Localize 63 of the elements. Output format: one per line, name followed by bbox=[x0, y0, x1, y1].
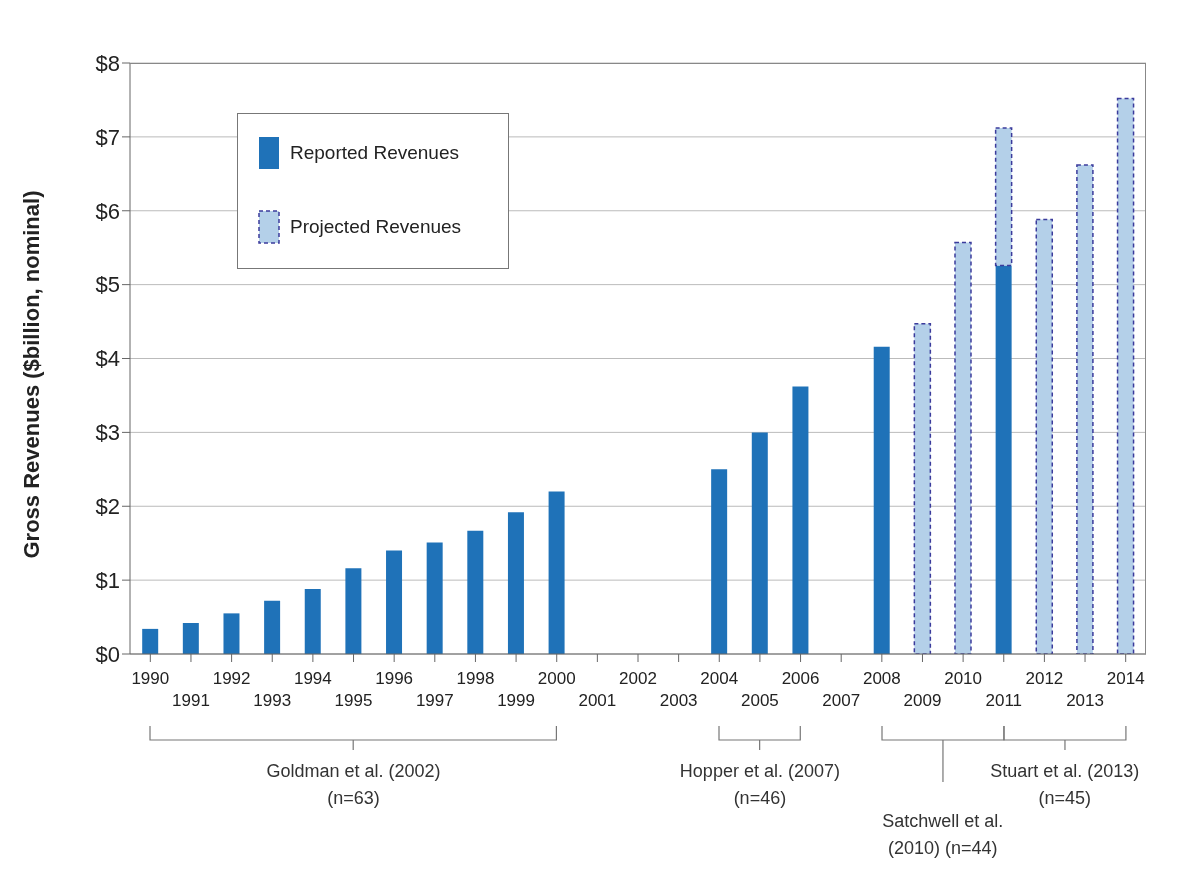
x-tick-label: 2005 bbox=[741, 691, 779, 710]
bar bbox=[345, 568, 362, 654]
x-tick-label: 2003 bbox=[659, 691, 698, 710]
bar bbox=[264, 600, 281, 654]
x-tick-label: 2004 bbox=[700, 669, 739, 688]
text: Goldman et al. (2002) (n=63) bbox=[265, 760, 442, 810]
bar bbox=[954, 241, 972, 654]
bar bbox=[426, 542, 443, 654]
y-tick-label: $4 bbox=[95, 346, 120, 372]
x-tick-label: 1992 bbox=[212, 669, 251, 688]
x-tick-label: 2009 bbox=[903, 691, 942, 710]
bar bbox=[223, 613, 240, 654]
y-tick-label: $8 bbox=[95, 50, 120, 76]
x-tick-label: 1998 bbox=[456, 669, 495, 688]
y-tick-label: $5 bbox=[95, 272, 120, 298]
bar bbox=[1035, 218, 1054, 654]
x-tick-label: 2011 bbox=[985, 691, 1023, 710]
x-tick-label: 1990 bbox=[131, 669, 170, 688]
y-tick-label: $7 bbox=[95, 124, 120, 150]
y-tick-label: $6 bbox=[95, 198, 120, 224]
legend-label: Reported Revenues bbox=[290, 142, 459, 164]
bar bbox=[994, 127, 1013, 267]
x-tick-label: 1999 bbox=[497, 691, 535, 710]
x-tick-label: 2010 bbox=[944, 669, 983, 688]
bar bbox=[751, 432, 768, 654]
x-tick-label: 2013 bbox=[1066, 691, 1104, 710]
x-tick-label: 1997 bbox=[415, 691, 454, 710]
x-tick-label: 2002 bbox=[619, 669, 657, 688]
x-tick-label: 1991 bbox=[172, 691, 210, 710]
x-tick-label: 2008 bbox=[862, 669, 901, 688]
bar bbox=[548, 491, 565, 654]
y-axis-title: Gross Revenues ($billion, nominal) bbox=[18, 190, 44, 559]
text: Satchwell et al. (2010) (n=44) bbox=[881, 810, 1005, 860]
bar bbox=[386, 550, 403, 654]
y-tick-label: $0 bbox=[95, 641, 120, 667]
bar bbox=[873, 346, 890, 654]
bar bbox=[182, 622, 199, 654]
x-tick-label: 1996 bbox=[375, 669, 414, 688]
x-tick-label: 1995 bbox=[334, 691, 373, 710]
y-tick-label: $1 bbox=[95, 567, 120, 593]
x-tick-label: 1993 bbox=[253, 691, 292, 710]
y-tick-label: $3 bbox=[95, 420, 120, 446]
x-tick-label: 2007 bbox=[822, 691, 861, 710]
bar bbox=[913, 323, 932, 654]
bar bbox=[792, 386, 809, 654]
x-tick-label: 2014 bbox=[1106, 669, 1145, 688]
y-tick-label: $2 bbox=[95, 494, 120, 520]
x-tick-label: 2001 bbox=[578, 691, 617, 710]
bar bbox=[467, 530, 484, 654]
text: Stuart et al. (2013) (n=45) bbox=[989, 760, 1141, 810]
bar bbox=[995, 265, 1012, 654]
text: Hopper et al. (2007) (n=46) bbox=[678, 760, 841, 810]
bar bbox=[507, 512, 524, 654]
x-tick-label: 2000 bbox=[537, 669, 576, 688]
bar bbox=[142, 628, 159, 654]
x-tick-label: 2012 bbox=[1025, 669, 1064, 688]
legend-label: Projected Revenues bbox=[290, 216, 462, 238]
x-tick-label: 1994 bbox=[293, 669, 332, 688]
x-tick-label: 2006 bbox=[781, 669, 820, 688]
bar bbox=[1116, 97, 1135, 654]
bar bbox=[304, 588, 321, 654]
bar bbox=[1076, 164, 1094, 654]
bar bbox=[711, 469, 728, 654]
